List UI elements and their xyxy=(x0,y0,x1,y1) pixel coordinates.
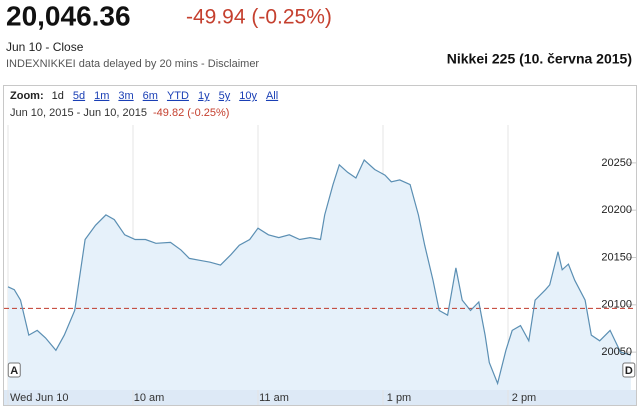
x-tick-label: 10 am xyxy=(134,392,165,404)
x-tick-label: 11 am xyxy=(259,392,289,404)
zoom-option[interactable]: 1d xyxy=(52,90,64,102)
close-date: Jun 10 - Close xyxy=(6,40,84,54)
range-text: Jun 10, 2015 - Jun 10, 2015 xyxy=(10,107,147,119)
price-change: -49.94 (-0.25%) xyxy=(186,6,332,29)
zoom-option[interactable]: All xyxy=(266,90,278,102)
delay-note: INDEXNIKKEI data delayed by 20 mins - Di… xyxy=(6,58,259,70)
annotation-flag[interactable] xyxy=(622,362,636,378)
x-tick-label: 2 pm xyxy=(512,392,536,404)
zoom-option[interactable]: 5y xyxy=(219,90,231,102)
price-line xyxy=(7,159,632,386)
y-tick-label: 20200 xyxy=(601,204,632,216)
zoom-option[interactable]: 1y xyxy=(198,90,210,102)
annotation-flag[interactable] xyxy=(7,362,21,378)
y-tick-label: 20250 xyxy=(601,157,632,169)
area xyxy=(8,160,631,390)
zoom-option[interactable]: YTD xyxy=(167,90,189,102)
zoom-option[interactable]: 6m xyxy=(143,90,158,102)
chart-heading: Nikkei 225 (10. června 2015) xyxy=(447,51,632,67)
annotation-label[interactable]: D xyxy=(625,365,633,377)
axis-strip xyxy=(4,390,636,405)
y-tick-label: 20150 xyxy=(601,251,632,263)
x-tick-label: Wed Jun 10 xyxy=(10,392,69,404)
zoom-label: Zoom: xyxy=(10,90,44,102)
y-tick-label: 20050 xyxy=(601,346,632,358)
range-change: -49.82 (-0.25%) xyxy=(153,107,229,119)
price: 20,046.36 xyxy=(6,0,131,31)
zoom-option[interactable]: 1m xyxy=(94,90,109,102)
zoom-option[interactable]: 5d xyxy=(73,90,85,102)
x-tick-label: 1 pm xyxy=(387,392,411,404)
annotation-label[interactable]: A xyxy=(10,365,18,377)
y-tick-label: 20100 xyxy=(601,299,632,311)
zoom-option[interactable]: 3m xyxy=(118,90,133,102)
zoom-option[interactable]: 10y xyxy=(239,90,257,102)
